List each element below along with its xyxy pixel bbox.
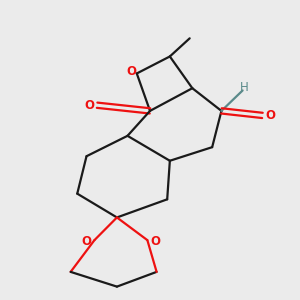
- Text: O: O: [265, 109, 275, 122]
- Text: H: H: [240, 81, 249, 94]
- Text: O: O: [82, 235, 92, 248]
- Text: O: O: [84, 99, 94, 112]
- Text: O: O: [150, 235, 160, 248]
- Text: O: O: [127, 65, 137, 78]
